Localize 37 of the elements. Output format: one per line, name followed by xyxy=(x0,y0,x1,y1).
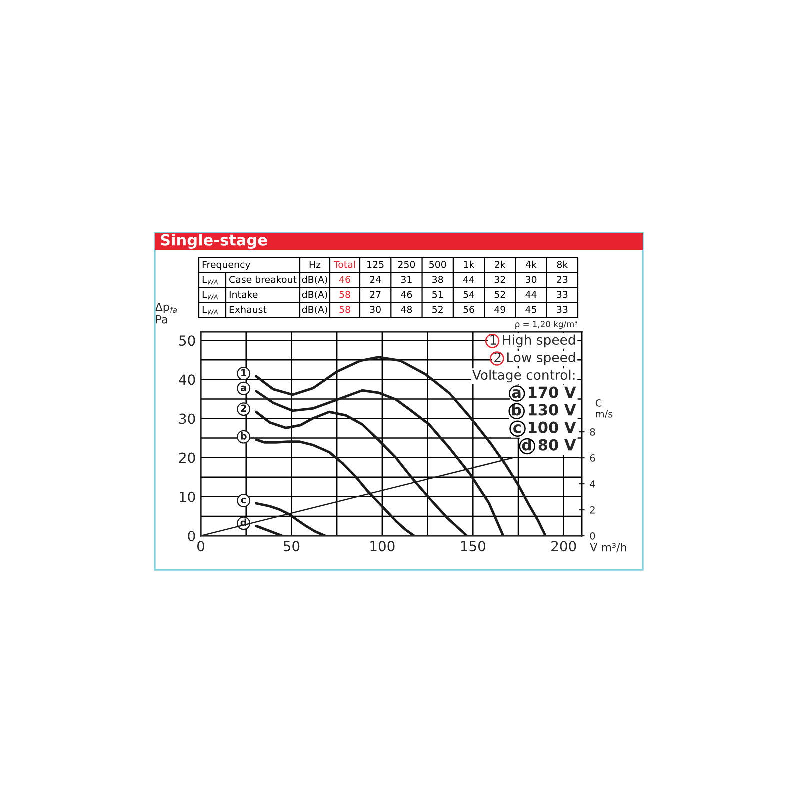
annotation: 2 Low speed xyxy=(494,352,576,366)
y2-tick-label: 6 xyxy=(590,454,596,462)
x-tick-label: 50 xyxy=(284,541,300,552)
y-tick-label: 10 xyxy=(180,492,196,502)
legend-label: 2 xyxy=(241,404,246,412)
y2-tick-label: 2 xyxy=(590,506,595,514)
y2-axis-title: C m/s xyxy=(596,400,613,419)
annotation: 1 High speed xyxy=(490,334,576,348)
x-tick-label: 0 xyxy=(197,541,204,552)
annotation: c 100 V xyxy=(514,422,576,434)
annotation: Voltage control: xyxy=(472,370,575,383)
x-axis-title: V̇ m³/h xyxy=(590,543,626,553)
text: Frequency Hz Total 125 250 500 1k 2k 4k 8k xyxy=(202,260,568,270)
text: L$_{WA}$ Intake dB(A) 58 27 46 51 54 52 44 33 xyxy=(202,290,568,300)
annotation: d 80 V xyxy=(522,439,576,451)
y2-tick-label: 0 xyxy=(590,532,596,540)
y-tick-label: 40 xyxy=(179,374,196,386)
series-label: b xyxy=(241,432,247,440)
x-tick-label: 150 xyxy=(461,541,486,552)
text: L$_{WA}$ Case breakout dB(A) 46 24 31 38 44 32 30 23 xyxy=(202,276,568,285)
x-tick-label: 200 xyxy=(552,541,576,552)
y2-tick-label: 8 xyxy=(590,428,596,436)
legend-label: a xyxy=(240,386,246,392)
y-tick-label: 20 xyxy=(179,452,196,464)
series-label: c xyxy=(241,498,246,504)
series-label: 1 xyxy=(242,369,247,376)
y2-tick-label: 4 xyxy=(590,480,596,488)
text: ρ = 1,20 kg/m³ xyxy=(516,320,578,330)
annotation: a 170 V xyxy=(512,386,576,398)
annotation: b 130 V xyxy=(512,404,576,416)
y-axis-title: Δp$_{fa}$ Pa xyxy=(155,302,178,324)
x-tick-label: 100 xyxy=(370,541,395,552)
y-tick-label: 0 xyxy=(188,530,196,542)
y-tick-label: 30 xyxy=(180,414,196,424)
y-tick-label: 50 xyxy=(180,336,196,346)
chart-title: Single-stage xyxy=(161,234,268,249)
text: L$_{WA}$ Exhaust dB(A) 58 30 48 52 56 49 45 33 xyxy=(202,306,568,315)
